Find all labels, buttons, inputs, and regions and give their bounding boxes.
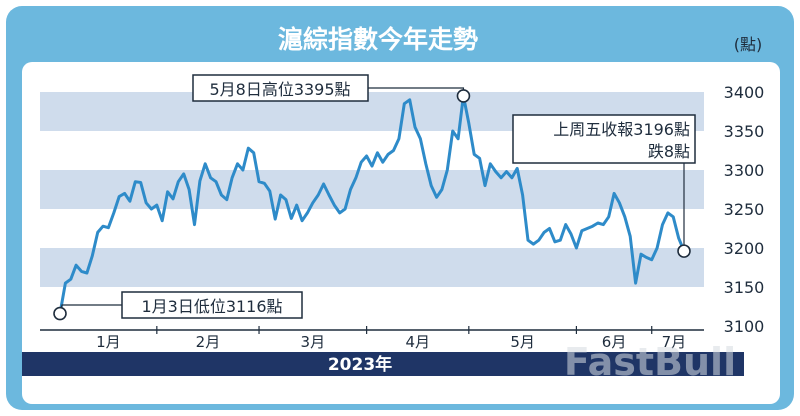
- last-annotation-line1: 上周五收報3196點: [553, 120, 690, 139]
- point-markers: [53, 89, 691, 321]
- last-marker: [677, 244, 691, 258]
- y-tick-label: 3300: [724, 161, 765, 180]
- grid-band: [40, 170, 704, 209]
- x-axis: 1月 2月 3月 4月 5月 6月 7月: [40, 326, 704, 351]
- y-tick-label: 3200: [724, 239, 765, 258]
- chart-title: 滬綜指數今年走勢: [278, 25, 478, 54]
- y-tick-label: 3400: [724, 83, 765, 102]
- series-line: [58, 94, 686, 315]
- last-annotation-line2: 跌8點: [648, 142, 690, 161]
- low-marker: [53, 306, 67, 321]
- low-annotation: 1月3日低位3116點: [141, 297, 282, 316]
- x-tick-label: 2月: [196, 333, 221, 351]
- unit-label: (點): [734, 35, 763, 54]
- high-annotation: 5月8日高位3395點: [209, 80, 350, 99]
- year-bar: [22, 352, 744, 376]
- last-annotation-box: [512, 114, 696, 164]
- grid-band: [40, 248, 704, 287]
- x-tick-label: 5月: [510, 333, 535, 351]
- y-tick-label: 3350: [724, 122, 765, 141]
- x-tick-label: 4月: [405, 333, 430, 351]
- grid-bands: [40, 92, 704, 287]
- high-annotation-box: [192, 74, 369, 102]
- x-tick-label: 3月: [301, 333, 326, 351]
- year-label: 2023年: [328, 354, 392, 375]
- y-tick-label: 3250: [724, 200, 765, 219]
- y-axis: 3100 3150 3200 3250 3300 3350 3400: [724, 83, 765, 336]
- x-tick-label: 7月: [662, 333, 687, 351]
- x-tick-label: 6月: [602, 333, 627, 351]
- y-tick-label: 3150: [724, 278, 765, 297]
- watermark-logo: FastBull: [564, 340, 736, 384]
- low-annotation-box: [121, 291, 303, 319]
- x-tick-label: 1月: [96, 333, 121, 351]
- y-tick-label: 3100: [724, 317, 765, 336]
- high-marker: [456, 89, 471, 103]
